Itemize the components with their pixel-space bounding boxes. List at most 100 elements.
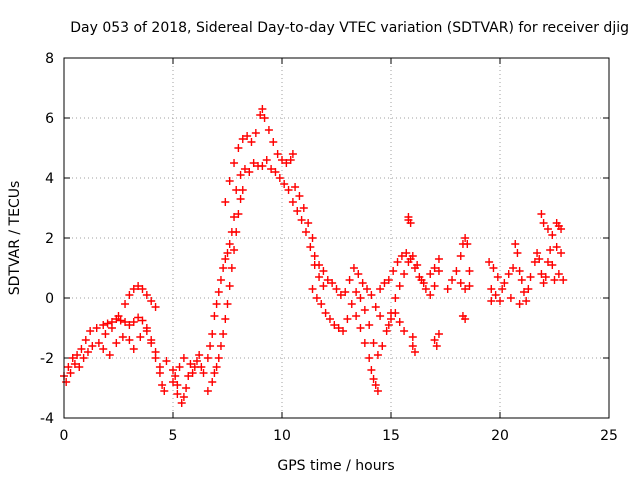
data-point <box>99 345 108 353</box>
data-point <box>214 288 223 296</box>
data-point <box>352 288 361 296</box>
data-point <box>212 363 221 371</box>
data-point <box>216 342 225 350</box>
data-point <box>395 318 404 326</box>
data-point <box>223 300 232 308</box>
data-point <box>559 276 568 284</box>
data-point <box>308 234 317 242</box>
data-point <box>408 252 417 260</box>
y-axis-label: SDTVAR / TECUs <box>7 181 23 296</box>
series-trace-g <box>221 105 297 206</box>
data-point <box>517 276 526 284</box>
data-point <box>256 111 265 119</box>
data-point <box>371 303 380 311</box>
data-point <box>225 282 234 290</box>
data-point <box>339 327 348 335</box>
data-point <box>489 264 498 272</box>
data-point <box>195 351 204 359</box>
data-point <box>461 234 470 242</box>
data-point <box>234 210 243 218</box>
data-point <box>245 168 254 176</box>
data-point <box>129 285 138 293</box>
data-point <box>129 318 138 326</box>
series-trace-j <box>308 285 409 359</box>
data-point <box>378 342 387 350</box>
data-point <box>434 267 443 275</box>
data-point <box>515 300 524 308</box>
data-point <box>413 261 422 269</box>
data-point <box>430 282 439 290</box>
data-point <box>142 291 151 299</box>
data-point <box>535 255 544 263</box>
data-point <box>515 267 524 275</box>
data-point <box>264 126 273 134</box>
data-point <box>236 171 245 179</box>
data-point <box>308 285 317 293</box>
data-point <box>456 279 465 287</box>
data-point <box>284 186 293 194</box>
data-point <box>158 381 167 389</box>
data-point <box>463 240 472 248</box>
series-trace-l <box>352 312 382 395</box>
data-point <box>400 270 409 278</box>
data-point <box>173 381 182 389</box>
plot-frame <box>63 57 610 419</box>
data-point <box>258 162 267 170</box>
data-point <box>332 285 341 293</box>
data-point <box>169 378 177 386</box>
data-point <box>225 177 234 185</box>
data-point <box>406 219 415 227</box>
data-point <box>221 255 230 263</box>
x-tick-label: 10 <box>273 428 291 444</box>
data-point <box>210 312 219 320</box>
data-point <box>247 138 256 146</box>
data-point <box>391 294 400 302</box>
data-point <box>397 252 406 260</box>
data-point <box>548 231 557 239</box>
data-point <box>251 129 260 137</box>
data-point <box>83 348 92 356</box>
data-point <box>125 321 134 329</box>
data-point <box>260 114 269 122</box>
data-point <box>493 273 502 281</box>
data-point <box>225 240 234 248</box>
data-point <box>522 297 531 305</box>
data-point <box>105 351 114 359</box>
data-point <box>395 282 404 290</box>
data-point <box>86 327 95 335</box>
data-point <box>363 285 372 293</box>
data-point <box>356 294 365 302</box>
data-point <box>66 369 75 377</box>
data-point <box>312 294 321 302</box>
data-point <box>118 333 127 341</box>
data-point <box>371 381 380 389</box>
data-point <box>288 150 297 158</box>
data-point <box>557 249 566 257</box>
data-point <box>408 342 417 350</box>
y-tick-label: -2 <box>40 351 54 367</box>
series-cluster-15-18 <box>404 213 474 356</box>
data-point <box>543 258 552 266</box>
data-point <box>349 264 358 272</box>
data-point <box>304 219 313 227</box>
data-point <box>524 285 533 293</box>
data-point <box>230 213 239 221</box>
series-trace-k <box>310 252 385 320</box>
data-point <box>511 240 520 248</box>
data-point <box>325 315 334 323</box>
data-point <box>301 228 310 236</box>
data-point <box>134 282 143 290</box>
data-point <box>136 333 145 341</box>
data-point <box>232 228 241 236</box>
data-point <box>402 249 411 257</box>
data-point <box>347 300 356 308</box>
data-point <box>432 342 441 350</box>
data-point <box>380 279 389 287</box>
series-trace-i <box>291 183 317 242</box>
data-point <box>491 291 500 299</box>
data-point <box>546 246 555 254</box>
x-tick-label: 25 <box>600 428 618 444</box>
data-point <box>280 180 289 188</box>
data-point <box>526 273 535 281</box>
data-point <box>286 156 295 164</box>
